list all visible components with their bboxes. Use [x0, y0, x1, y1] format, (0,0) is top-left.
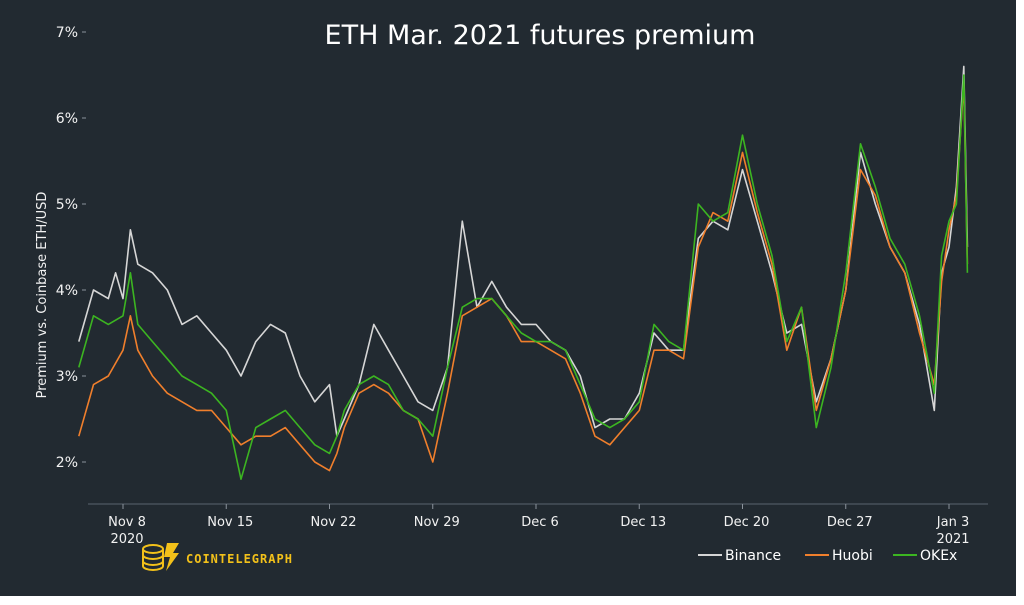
x-tick-label: Dec 27 — [827, 515, 873, 530]
x-tick-label: Jan 3 — [936, 515, 969, 530]
brand-logo: COINTELEGRAPH — [142, 543, 293, 571]
x-tick-label: Nov 22 — [310, 515, 356, 530]
x-tick-label: Dec 13 — [620, 515, 666, 530]
legend-label-binance: Binance — [725, 548, 781, 564]
legend-label-huobi: Huobi — [832, 548, 873, 564]
x-tick-label: Nov 29 — [414, 515, 460, 530]
x-tick-label: Dec 6 — [521, 515, 559, 530]
chart-title: ETH Mar. 2021 futures premium — [325, 20, 756, 51]
legend-label-okex: OKEx — [920, 548, 957, 564]
brand-name: COINTELEGRAPH — [186, 552, 293, 566]
x-tick-label: Nov 8 — [108, 515, 146, 530]
x-tick-label: Dec 20 — [724, 515, 770, 530]
line-chart: ETH Mar. 2021 futures premium Premium vs… — [35, 20, 988, 571]
series-line-okex — [78, 74, 969, 480]
coin-stack-lightning-icon — [142, 543, 179, 571]
y-axis-ticks: 2% 3% 4% 5% 6% 7% — [56, 25, 86, 471]
x-tick-sublabel: 2021 — [936, 532, 969, 547]
series-line-huobi — [78, 82, 969, 472]
y-tick-label: 7% — [56, 25, 78, 41]
x-tick-sublabel: 2020 — [110, 532, 143, 547]
x-axis-ticks: Nov 8 2020 Nov 15 Nov 22 Nov 29 Dec 6 Dec 13 De… — [108, 504, 970, 547]
y-axis-label: Premium vs. Coinbase ETH/USD — [35, 192, 50, 399]
y-tick-label: 6% — [56, 111, 78, 127]
y-tick-label: 4% — [56, 283, 78, 299]
x-tick-label: Nov 15 — [207, 515, 253, 530]
y-tick-label: 2% — [56, 455, 78, 471]
y-tick-label: 5% — [56, 197, 78, 213]
y-tick-label: 3% — [56, 369, 78, 385]
chart-panel: ETH Mar. 2021 futures premium Premium vs… — [0, 0, 1016, 596]
series-line-binance — [78, 65, 969, 437]
series-layer — [78, 65, 969, 480]
legend: Binance Huobi OKEx — [698, 548, 957, 564]
